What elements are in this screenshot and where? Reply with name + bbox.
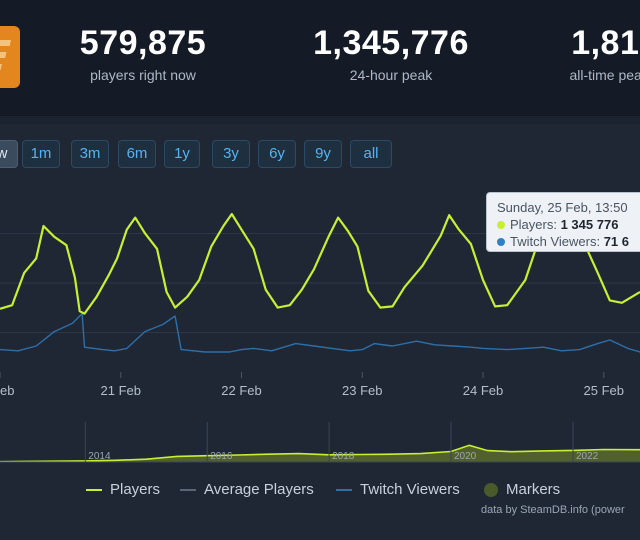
navigator-year-label: 2020 xyxy=(454,451,477,462)
day-peak-stat: 1,345,776 24-hour peak xyxy=(296,24,486,83)
current-players-label: players right now xyxy=(90,67,196,83)
player-count-chart[interactable]: eb 21 Feb 22 Feb 23 Feb 24 Feb 25 Feb xyxy=(0,178,640,410)
game-logo-icon[interactable] xyxy=(0,26,20,88)
range-button-9y[interactable]: 9y xyxy=(304,140,342,168)
chart-series xyxy=(0,201,640,353)
tooltip-players-label: Players: xyxy=(510,217,557,232)
players-dot-icon xyxy=(497,221,505,229)
navigator-year-label: 2018 xyxy=(332,451,355,462)
legend-players-label: Players xyxy=(110,481,161,498)
x-tick-label: 25 Feb xyxy=(584,383,624,398)
legend-markers-label: Markers xyxy=(506,481,561,498)
all-time-peak-value: 1,818 xyxy=(571,24,640,62)
twitch-dot-icon xyxy=(497,238,505,246)
navigator-chart[interactable]: 2014 2016 2018 2020 2022 xyxy=(0,418,640,468)
legend-markers[interactable]: Markers xyxy=(484,478,560,502)
navigator-year-label: 2022 xyxy=(576,451,599,462)
range-button-1y[interactable]: 1y xyxy=(164,140,200,168)
navigator-year-ticks: 2014 2016 2018 2020 2022 xyxy=(84,422,599,462)
tooltip-players-row: Players: 1 345 776 xyxy=(497,216,640,233)
twitch-swatch-icon xyxy=(336,489,352,492)
tooltip-twitch-row: Twitch Viewers: 71 6 xyxy=(497,233,640,250)
chart-legend: Players Average Players Twitch Viewers M… xyxy=(0,478,640,502)
average-swatch-icon xyxy=(180,489,196,492)
legend-average-players[interactable]: Average Players xyxy=(180,478,314,502)
x-tick-label: 24 Feb xyxy=(463,383,503,398)
legend-twitch-viewers[interactable]: Twitch Viewers xyxy=(336,478,460,502)
markers-swatch-icon xyxy=(484,483,498,498)
all-time-peak-label: all-time peak 1 xyxy=(569,67,640,83)
current-players-stat: 579,875 players right now xyxy=(58,24,228,83)
x-tick-label: eb xyxy=(0,383,14,398)
range-button-6y[interactable]: 6y xyxy=(258,140,296,168)
tooltip-twitch-label: Twitch Viewers: xyxy=(510,234,601,249)
players-swatch-icon xyxy=(86,489,102,492)
navigator-year-label: 2016 xyxy=(210,451,233,462)
data-credit[interactable]: data by SteamDB.info (power xyxy=(481,504,625,516)
x-tick-label: 23 Feb xyxy=(342,383,382,398)
chart-tooltip: Sunday, 25 Feb, 13:50 Players: 1 345 776… xyxy=(486,192,640,252)
current-players-value: 579,875 xyxy=(79,24,207,62)
range-button-6m[interactable]: 6m xyxy=(118,140,156,168)
legend-players[interactable]: Players xyxy=(86,478,160,502)
range-button-week[interactable]: w xyxy=(0,140,18,168)
x-tick-label: 22 Feb xyxy=(221,383,261,398)
tooltip-date: Sunday, 25 Feb, 13:50 xyxy=(497,200,628,215)
range-button-1m[interactable]: 1m xyxy=(22,140,60,168)
navigator-area xyxy=(0,445,640,462)
range-button-3y[interactable]: 3y xyxy=(212,140,250,168)
x-axis-ticks: eb 21 Feb 22 Feb 23 Feb 24 Feb 25 Feb xyxy=(0,372,624,398)
players-line[interactable] xyxy=(0,201,640,315)
x-tick-label: 21 Feb xyxy=(101,383,141,398)
navigator-year-label: 2014 xyxy=(88,451,111,462)
legend-twitch-label: Twitch Viewers xyxy=(360,481,460,498)
legend-average-label: Average Players xyxy=(204,481,314,498)
tooltip-players-value: 1 345 776 xyxy=(560,217,619,232)
stats-header: 579,875 players right now 1,345,776 24-h… xyxy=(0,0,640,116)
tooltip-twitch-value: 71 6 xyxy=(603,234,630,249)
day-peak-label: 24-hour peak xyxy=(349,67,433,83)
day-peak-value: 1,345,776 xyxy=(313,24,469,62)
range-button-3m[interactable]: 3m xyxy=(71,140,109,168)
range-button-all[interactable]: all xyxy=(350,140,392,168)
all-time-peak-stat: 1,818 all-time peak 1 xyxy=(540,24,640,83)
twitch-viewers-line[interactable] xyxy=(0,312,640,353)
